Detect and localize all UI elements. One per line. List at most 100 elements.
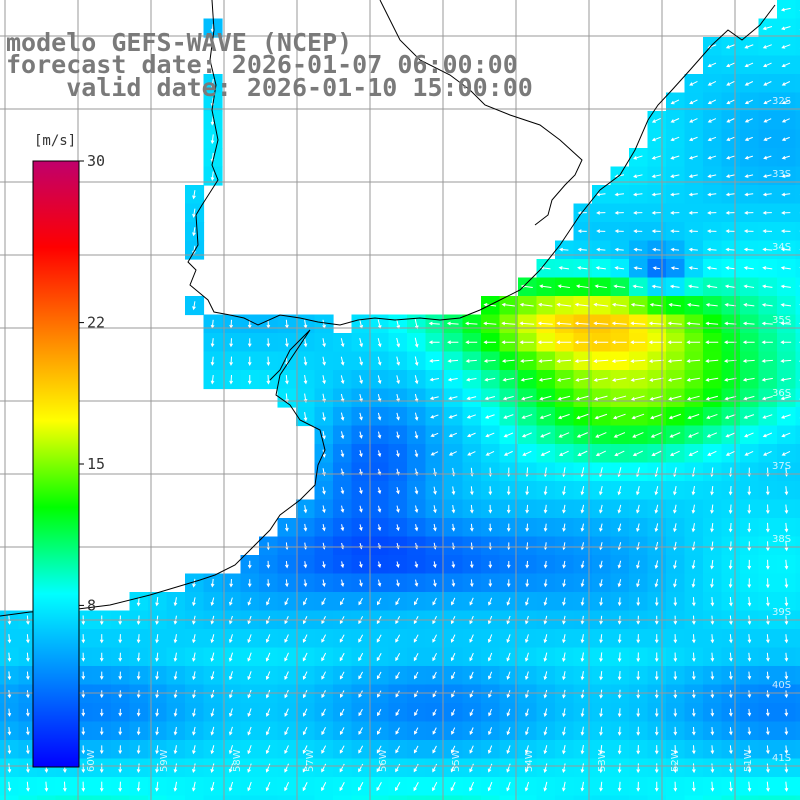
wind-arrow xyxy=(228,671,233,681)
wind-cell xyxy=(111,795,131,800)
wind-arrow xyxy=(469,781,475,792)
wind-arrow xyxy=(414,337,419,348)
wind-arrow xyxy=(284,726,289,736)
wind-arrow xyxy=(543,597,548,606)
wind-arrow xyxy=(762,26,773,31)
wind-arrow xyxy=(557,395,571,401)
wind-cell xyxy=(795,573,800,593)
wind-arrow xyxy=(580,763,585,774)
wind-arrow xyxy=(377,708,382,717)
wind-arrow xyxy=(303,561,308,569)
wind-arrow xyxy=(784,652,789,662)
wind-arrow xyxy=(780,229,791,234)
wind-arrow xyxy=(395,727,400,735)
lon-label: 52W xyxy=(670,749,681,772)
wind-cell xyxy=(795,203,800,223)
wind-arrow xyxy=(414,412,419,421)
wind-arrow xyxy=(669,284,680,289)
wind-arrow xyxy=(747,763,752,773)
wind-arrow xyxy=(611,340,627,345)
wind-arrow xyxy=(285,338,289,348)
wind-arrow xyxy=(651,155,661,160)
wind-arrow xyxy=(247,374,252,385)
wind-arrow xyxy=(673,597,678,607)
lat-label: 35S xyxy=(772,315,791,326)
wind-cell xyxy=(795,370,800,390)
wind-arrow xyxy=(729,745,733,755)
wind-arrow xyxy=(765,708,770,717)
wind-arrow xyxy=(599,560,603,569)
wind-arrow xyxy=(543,486,548,496)
wind-arrow xyxy=(155,597,159,607)
wind-arrow xyxy=(450,634,456,643)
wind-arrow xyxy=(612,395,627,401)
wind-arrow xyxy=(340,412,345,421)
wind-arrow xyxy=(359,561,363,569)
wind-arrow xyxy=(432,709,437,717)
wind-cell xyxy=(296,795,316,800)
wind-arrow xyxy=(247,634,252,644)
wind-arrow xyxy=(747,745,752,755)
wind-arrow xyxy=(617,689,622,699)
wind-arrow xyxy=(576,413,589,420)
wind-cell xyxy=(795,795,800,800)
wind-arrow xyxy=(766,652,770,662)
wind-arrow xyxy=(762,247,773,252)
wind-arrow xyxy=(670,229,680,234)
wind-arrow xyxy=(765,486,770,496)
wind-arrow xyxy=(725,266,736,270)
wind-arrow xyxy=(710,559,714,570)
wind-arrow xyxy=(784,690,789,699)
wind-arrow xyxy=(228,708,233,718)
wind-arrow xyxy=(506,634,511,644)
wind-arrow xyxy=(396,579,400,587)
wind-arrow xyxy=(743,266,754,270)
wind-arrow xyxy=(632,284,644,289)
wind-arrow xyxy=(432,652,437,662)
wind-arrow xyxy=(688,432,699,438)
wind-arrow xyxy=(303,356,308,366)
wind-cell xyxy=(795,499,800,519)
wind-arrow xyxy=(413,781,419,792)
wind-arrow xyxy=(395,763,401,773)
wind-arrow xyxy=(599,763,603,774)
wind-arrow xyxy=(667,340,682,345)
wind-arrow xyxy=(747,708,752,717)
wind-arrow xyxy=(81,708,86,717)
wind-arrow xyxy=(339,708,345,717)
colorbar-unit: [m/s] xyxy=(34,133,77,149)
wind-arrow xyxy=(322,393,326,403)
wind-arrow xyxy=(285,523,289,532)
wind-arrow xyxy=(265,781,271,792)
wind-arrow xyxy=(692,781,696,792)
wind-arrow xyxy=(228,689,233,699)
wind-arrow xyxy=(556,340,572,345)
wind-arrow xyxy=(654,708,659,718)
wind-arrow xyxy=(763,155,772,160)
wind-arrow xyxy=(229,338,234,348)
wind-arrow xyxy=(707,450,717,456)
wind-cell xyxy=(795,240,800,260)
wind-arrow xyxy=(673,781,678,792)
wind-arrow xyxy=(81,727,86,736)
wind-arrow xyxy=(488,523,493,532)
wind-arrow xyxy=(784,671,789,680)
wind-arrow xyxy=(451,579,456,588)
wind-arrow xyxy=(630,359,646,363)
wind-arrow xyxy=(210,652,215,662)
wind-arrow xyxy=(636,652,641,663)
wind-arrow xyxy=(726,81,735,86)
model-title: modelo GEFS-WAVE (NCEP) xyxy=(6,28,353,57)
wind-arrow xyxy=(173,781,178,792)
wind-arrow xyxy=(670,99,680,105)
wind-arrow xyxy=(285,374,289,385)
wind-arrow xyxy=(636,597,641,607)
wind-arrow xyxy=(781,432,791,438)
wind-arrow xyxy=(247,689,252,699)
wind-arrow xyxy=(710,763,715,774)
wind-arrow xyxy=(747,578,752,589)
wind-arrow xyxy=(744,62,754,68)
wind-arrow xyxy=(668,302,682,307)
